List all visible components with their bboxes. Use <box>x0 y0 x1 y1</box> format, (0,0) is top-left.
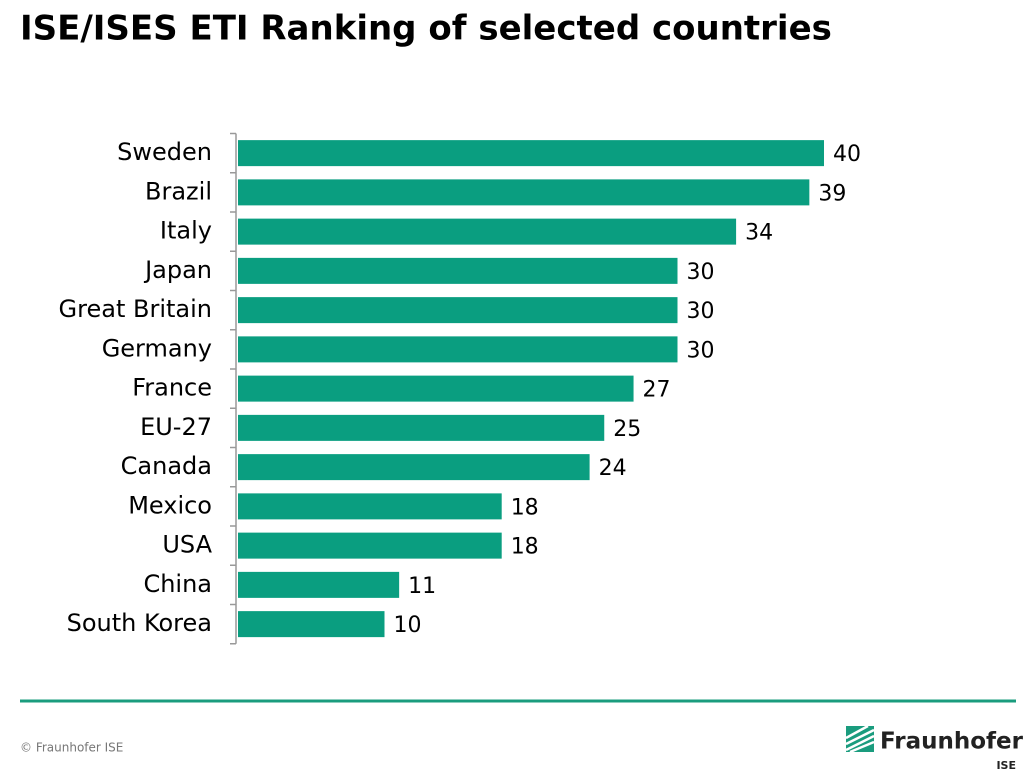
bar <box>238 571 400 598</box>
category-label: France <box>132 374 212 402</box>
value-label: 27 <box>643 378 671 403</box>
value-label: 11 <box>408 574 436 599</box>
bar <box>238 179 810 206</box>
category-label: Mexico <box>128 491 212 519</box>
copyright: © Fraunhofer ISE <box>20 741 123 755</box>
category-label: Japan <box>143 256 212 284</box>
bar <box>238 140 824 167</box>
value-label: 30 <box>687 260 715 285</box>
category-label: Italy <box>160 217 212 245</box>
bar <box>238 414 605 441</box>
category-label: EU-27 <box>140 413 212 441</box>
value-label: 39 <box>818 181 846 206</box>
bar <box>238 218 737 245</box>
value-label: 40 <box>833 142 861 167</box>
chart-title: ISE/ISES ETI Ranking of selected countri… <box>20 9 832 49</box>
value-label: 24 <box>599 456 627 481</box>
logo-sub: ISE <box>996 759 1016 772</box>
value-label: 25 <box>613 417 641 442</box>
value-label: 18 <box>511 495 539 520</box>
bar <box>238 532 502 559</box>
bar <box>238 454 590 481</box>
value-label: 10 <box>394 613 422 638</box>
category-label: Great Britain <box>59 295 212 323</box>
category-label: Brazil <box>145 177 212 205</box>
bar <box>238 336 678 363</box>
value-label: 18 <box>511 535 539 560</box>
bar <box>238 493 502 520</box>
logo-text: Fraunhofer <box>880 729 1024 755</box>
value-label: 34 <box>745 221 773 246</box>
category-label: China <box>143 570 212 598</box>
category-label: South Korea <box>67 609 212 637</box>
bar <box>238 375 634 402</box>
category-label: USA <box>162 531 212 559</box>
bar <box>238 257 678 284</box>
category-label: Germany <box>102 334 212 362</box>
bar <box>238 611 385 638</box>
category-label: Canada <box>121 452 212 480</box>
bar <box>238 297 678 324</box>
value-label: 30 <box>687 299 715 324</box>
value-label: 30 <box>687 338 715 363</box>
category-label: Sweden <box>117 138 212 166</box>
logo-icon <box>845 724 875 754</box>
